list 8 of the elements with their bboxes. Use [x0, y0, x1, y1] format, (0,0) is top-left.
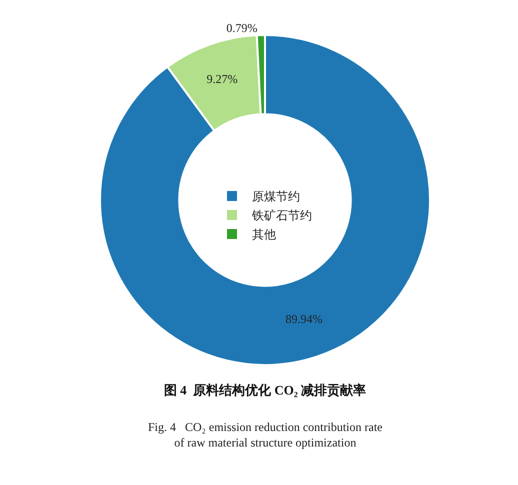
text: Fig. 4 CO₂ emission reduction contribution rate of raw material structure optimization — [148, 420, 382, 450]
data-label: 0.79% — [226, 21, 258, 36]
text: 图 4 原料结构优化 CO₂ 减排贡献率 — [164, 382, 366, 398]
legend-label: 铁矿石节约 — [251, 208, 312, 223]
data-label: 89.94% — [285, 312, 322, 326]
data-label: 9.27% — [206, 72, 238, 86]
legend-label: 原煤节约 — [252, 190, 300, 204]
legend-label: 其他 — [252, 228, 276, 242]
